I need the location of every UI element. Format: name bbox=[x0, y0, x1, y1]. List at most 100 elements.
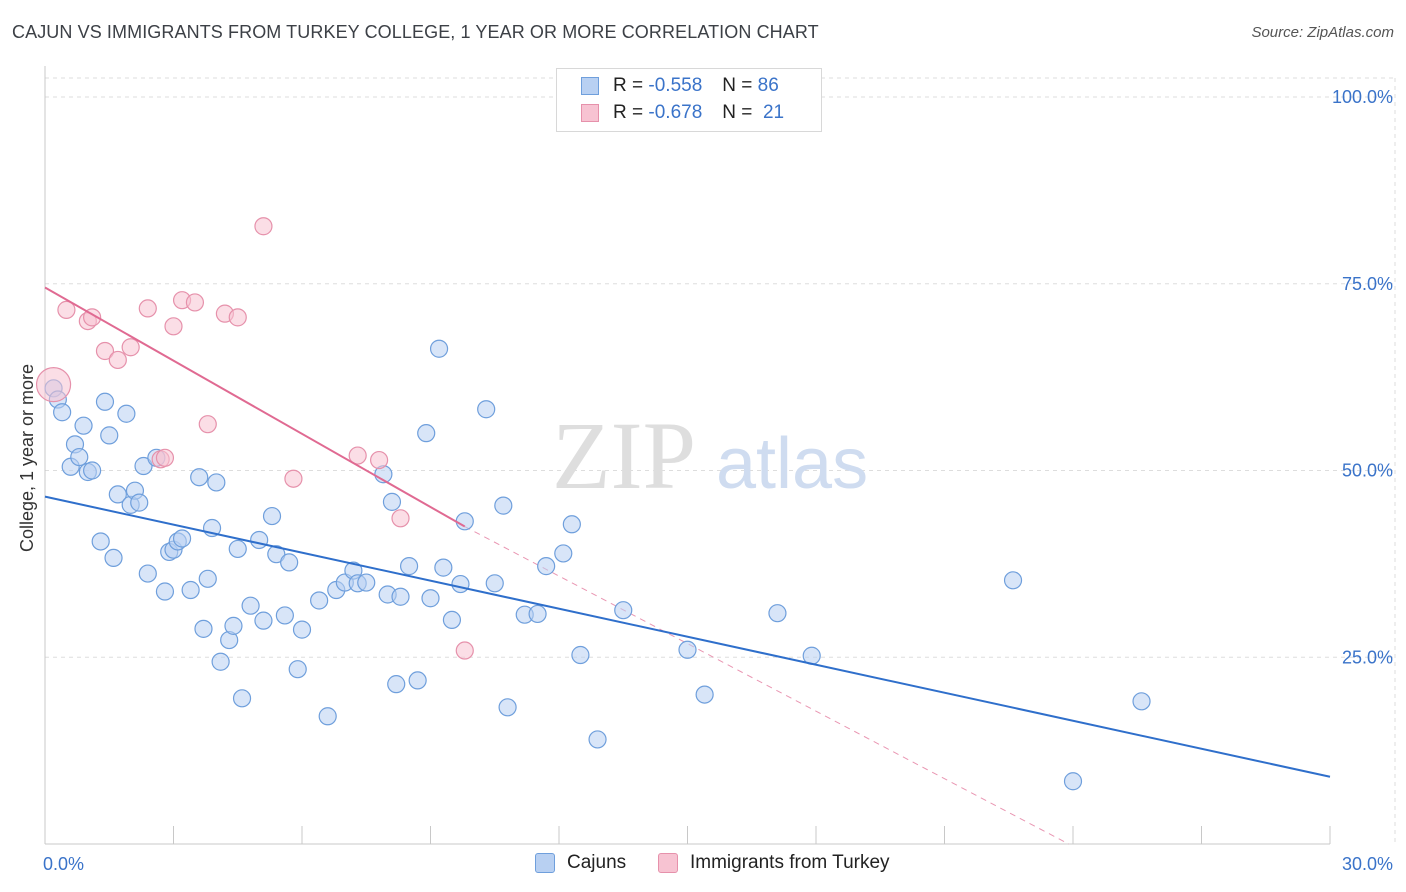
data-point-turkey bbox=[121, 338, 140, 357]
data-point-cajuns bbox=[228, 539, 247, 559]
data-point-cajuns bbox=[318, 707, 337, 726]
x-tick-labels: 0.0% 30.0% bbox=[43, 854, 1393, 874]
data-point-cajuns bbox=[130, 493, 149, 512]
series-legend: Cajuns Immigrants from Turkey bbox=[0, 852, 1406, 878]
legend-swatch-turkey bbox=[658, 853, 678, 873]
data-point-cajuns bbox=[241, 596, 260, 615]
source-label: Source: ZipAtlas.com bbox=[1251, 24, 1394, 41]
data-point-cajuns bbox=[382, 492, 402, 511]
data-point-cajuns bbox=[70, 447, 89, 467]
correlation-legend: R = -0.558 N = 86 R = -0.678 N = 21 bbox=[556, 68, 822, 132]
data-point-cajuns bbox=[429, 339, 449, 358]
data-point-cajuns bbox=[172, 529, 192, 548]
data-point-cajuns bbox=[1003, 571, 1023, 590]
data-point-cajuns bbox=[1063, 772, 1083, 791]
data-point-cajuns bbox=[108, 485, 127, 504]
legend-n-label: N = bbox=[722, 75, 753, 96]
data-point-cajuns bbox=[421, 589, 440, 608]
legend-r-value: -0.678 bbox=[648, 102, 703, 123]
legend-n-label: N = bbox=[722, 102, 753, 123]
axes bbox=[44, 66, 1331, 845]
data-point-cajuns bbox=[562, 515, 581, 534]
data-point-cajuns bbox=[194, 619, 213, 638]
data-point-turkey bbox=[228, 308, 247, 327]
data-point-cajuns bbox=[391, 587, 410, 606]
data-point-cajuns bbox=[275, 606, 294, 625]
data-point-cajuns bbox=[83, 461, 102, 480]
data-point-cajuns bbox=[280, 553, 299, 572]
data-point-cajuns bbox=[408, 671, 427, 690]
watermark-zip: ZIP bbox=[552, 402, 696, 509]
data-point-cajuns bbox=[104, 548, 123, 567]
legend-label-turkey: Immigrants from Turkey bbox=[690, 852, 890, 873]
data-point-turkey bbox=[57, 300, 76, 319]
data-point-cajuns bbox=[181, 580, 200, 600]
data-point-cajuns bbox=[477, 400, 496, 419]
data-point-cajuns bbox=[91, 532, 110, 551]
data-point-cajuns bbox=[455, 512, 474, 531]
data-point-cajuns bbox=[95, 392, 115, 411]
data-point-turkey bbox=[254, 217, 273, 236]
trend-extension-turkey bbox=[464, 526, 1069, 845]
data-point-cajuns bbox=[451, 574, 470, 594]
legend-r-label: R = bbox=[613, 75, 644, 96]
legend-r-value: -0.558 bbox=[648, 75, 703, 96]
data-point-cajuns bbox=[138, 564, 157, 583]
x-tick-label: 0.0% bbox=[43, 854, 84, 874]
data-point-cajuns bbox=[537, 557, 556, 576]
legend-item-cajuns[interactable]: Cajuns bbox=[535, 852, 626, 874]
legend-swatch-cajuns bbox=[535, 853, 555, 873]
legend-label-cajuns: Cajuns bbox=[567, 852, 627, 873]
trend-line-turkey bbox=[44, 286, 466, 528]
data-point-cajuns bbox=[134, 456, 153, 476]
y-axis-title: College, 1 year or more bbox=[17, 364, 37, 552]
chart-title: CAJUN VS IMMIGRANTS FROM TURKEY COLLEGE,… bbox=[12, 22, 819, 42]
data-point-turkey bbox=[155, 448, 175, 467]
watermark: ZIP atlas bbox=[552, 402, 868, 509]
legend-swatch-turkey bbox=[581, 104, 599, 122]
data-point-cajuns bbox=[310, 591, 329, 610]
data-point-cajuns bbox=[155, 582, 175, 601]
data-point-cajuns bbox=[588, 730, 607, 749]
data-point-cajuns bbox=[571, 645, 590, 665]
data-point-turkey bbox=[198, 415, 217, 434]
data-point-turkey bbox=[185, 293, 205, 312]
legend-swatch-cajuns bbox=[581, 77, 599, 95]
data-point-cajuns bbox=[224, 616, 243, 635]
watermark-atlas: atlas bbox=[716, 424, 868, 504]
data-point-cajuns bbox=[250, 530, 269, 550]
x-tick-label: 30.0% bbox=[1342, 854, 1393, 874]
legend-r-label: R = bbox=[613, 102, 644, 123]
data-point-turkey bbox=[370, 450, 389, 470]
data-point-turkey bbox=[284, 469, 303, 488]
data-point-cajuns bbox=[485, 574, 504, 593]
data-point-cajuns bbox=[768, 604, 787, 623]
data-point-cajuns bbox=[254, 611, 273, 630]
data-point-turkey bbox=[138, 299, 157, 318]
y-tick-label: 100.0% bbox=[1332, 87, 1393, 107]
data-point-cajuns bbox=[211, 652, 230, 671]
data-point-cajuns bbox=[498, 698, 517, 717]
legend-item-turkey[interactable]: Immigrants from Turkey bbox=[658, 852, 890, 874]
data-point-cajuns bbox=[207, 473, 226, 492]
data-point-cajuns bbox=[434, 558, 453, 577]
data-point-cajuns bbox=[198, 569, 217, 588]
data-point-turkey bbox=[348, 446, 367, 465]
data-point-turkey bbox=[455, 641, 474, 660]
legend-row-turkey: R = -0.678 N = 21 bbox=[581, 100, 784, 126]
data-point-turkey bbox=[83, 308, 102, 327]
data-point-cajuns bbox=[528, 604, 547, 624]
data-point-cajuns bbox=[494, 496, 513, 515]
data-point-cajuns bbox=[53, 403, 72, 422]
data-point-cajuns bbox=[190, 468, 209, 487]
trend-line-cajuns bbox=[44, 495, 1331, 778]
data-point-cajuns bbox=[292, 620, 312, 639]
data-point-cajuns bbox=[442, 610, 462, 630]
y-tick-labels: 25.0% 50.0% 75.0% 100.0% bbox=[1332, 87, 1393, 667]
data-point-cajuns bbox=[614, 601, 633, 620]
data-point-cajuns bbox=[417, 424, 436, 443]
data-point-turkey bbox=[35, 366, 72, 403]
data-point-cajuns bbox=[74, 416, 93, 435]
data-point-cajuns bbox=[262, 506, 282, 526]
data-point-cajuns bbox=[288, 660, 307, 679]
